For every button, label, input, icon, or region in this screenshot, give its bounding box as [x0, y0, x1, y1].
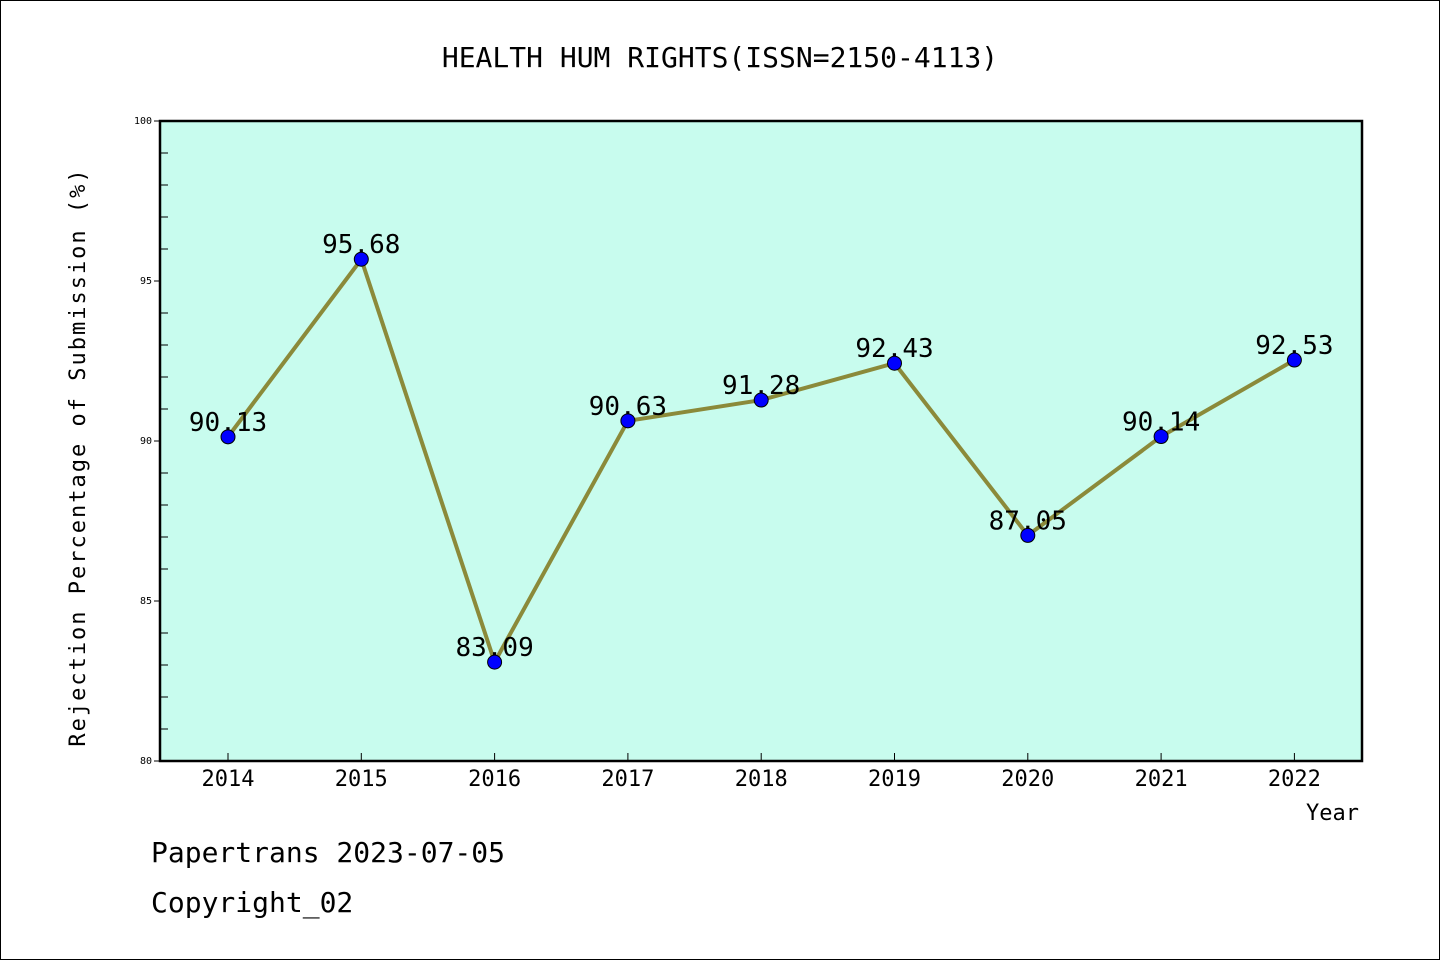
y-tick-label: 90: [140, 436, 152, 447]
data-point: [353, 251, 369, 267]
footer-date: Papertrans 2023-07-05: [151, 836, 506, 869]
x-tick-label: 2022: [1268, 767, 1321, 792]
x-tick-label: 2017: [601, 767, 654, 792]
data-point: [220, 429, 236, 445]
data-point: [1153, 429, 1169, 445]
data-point: [1020, 527, 1036, 543]
data-point: [887, 355, 902, 371]
data-point: [753, 392, 769, 408]
x-tick-label: 2015: [335, 767, 388, 792]
x-tick-label: 2016: [468, 767, 521, 792]
x-tick-label: 2021: [1135, 767, 1188, 792]
data-point: [1286, 352, 1302, 368]
chart-title: HEALTH HUM RIGHTS(ISSN=2150-4113): [442, 41, 998, 74]
x-tick-label: 2019: [868, 767, 921, 792]
x-tick-label: 2020: [1001, 767, 1054, 792]
y-tick-label: 95: [140, 276, 152, 287]
y-tick-label: 80: [140, 756, 152, 767]
x-tick-label: 2014: [202, 767, 255, 792]
data-point: [620, 413, 636, 429]
plot-background: [160, 121, 1362, 761]
x-tick-label: 2018: [735, 767, 788, 792]
data-point: [487, 654, 503, 670]
x-axis-label: Year: [1306, 801, 1359, 826]
plot-border: [158, 119, 1364, 763]
y-axis-label: Rejection Percentage of Submission (%): [66, 167, 91, 746]
y-tick-label: 100: [134, 116, 152, 127]
footer-copyright: Copyright_02: [151, 886, 354, 919]
plot-area: 80 85 90 95 100 2014 2015 2016 2017 2018 2019 2020 2…: [134, 116, 1364, 792]
y-tick-label: 85: [140, 596, 152, 607]
